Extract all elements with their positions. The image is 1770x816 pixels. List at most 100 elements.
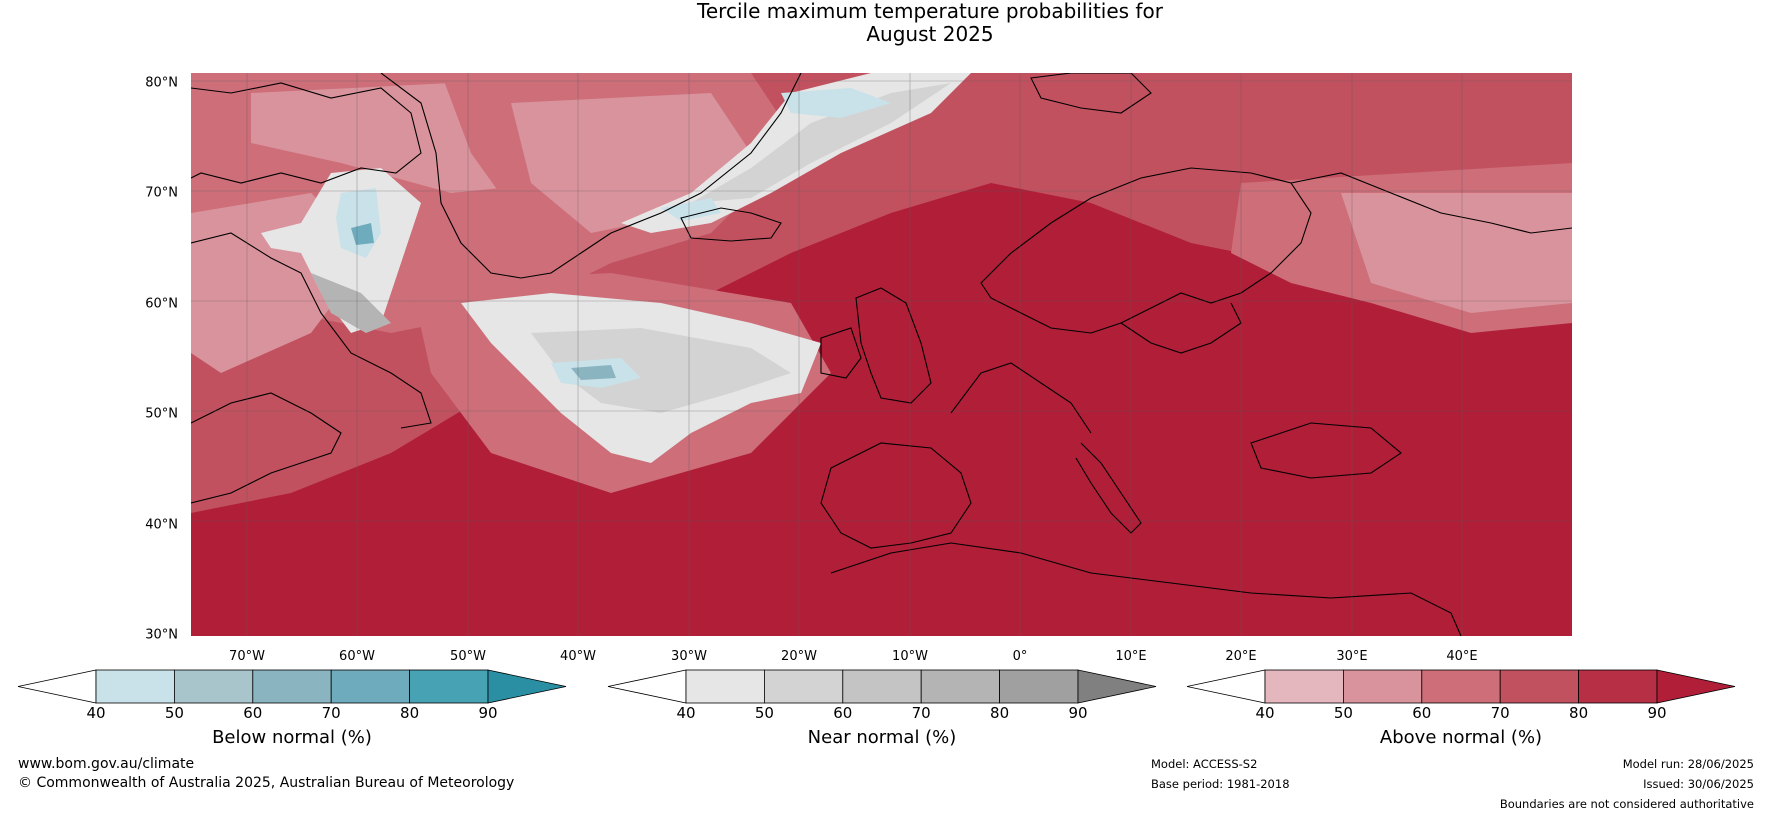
lon-label-10e: 10°E xyxy=(1115,649,1147,664)
website-text: www.bom.gov.au/climate xyxy=(18,756,195,772)
coastlines xyxy=(191,73,1572,636)
near-colorbar-segment xyxy=(920,669,1001,704)
above-colorbar-tick: 80 xyxy=(1569,704,1589,722)
below-colorbar-right-extension xyxy=(487,669,567,704)
near-colorbar-left-extension xyxy=(607,669,687,704)
near-colorbar-right-extension xyxy=(1077,669,1157,704)
above-colorbar-tick: 90 xyxy=(1647,704,1667,722)
near-colorbar-tick: 40 xyxy=(676,704,696,722)
region-iceland-below xyxy=(661,198,721,221)
colorbars xyxy=(17,669,1736,704)
below-colorbar-segment xyxy=(95,669,175,704)
lat-label-30n: 30°N xyxy=(145,627,178,643)
disclaimer-text: Boundaries are not considered authoritat… xyxy=(1499,797,1754,811)
near-colorbar-tick: 90 xyxy=(1068,704,1088,722)
lon-label-60w: 60°W xyxy=(339,649,375,664)
region-newfoundland-below-mid xyxy=(571,365,616,380)
coast-scandinavia xyxy=(980,167,1312,334)
coast-ireland xyxy=(820,327,862,379)
coast-nova-scotia xyxy=(191,392,342,504)
above-colorbar-tick: 60 xyxy=(1412,704,1432,722)
coast-baltic xyxy=(1120,302,1242,354)
below-colorbar-left-extension xyxy=(17,669,97,704)
region-denmark-strait-near-mid xyxy=(691,83,951,203)
near-colorbar-tick: 60 xyxy=(833,704,853,722)
above-colorbar-right-extension xyxy=(1656,669,1736,704)
lat-label-80n: 80°N xyxy=(145,75,178,91)
chart-title: Tercile maximum temperature probabilitie… xyxy=(0,0,1770,46)
below-colorbar-segment xyxy=(173,669,254,704)
above-colorbar-left-extension xyxy=(1186,669,1266,704)
model-text: Model: ACCESS-S2 xyxy=(1151,757,1258,771)
coast-italy xyxy=(1075,442,1142,534)
below-colorbar-tick: 40 xyxy=(86,704,106,722)
lon-label-40e: 40°E xyxy=(1446,649,1478,664)
above-colorbar-label: Above normal (%) xyxy=(1379,727,1543,748)
near-colorbar-tick: 80 xyxy=(990,704,1010,722)
coast-iberia xyxy=(820,442,972,549)
above-colorbar-segment xyxy=(1499,669,1579,704)
lon-label-10w: 10°W xyxy=(892,649,928,664)
probability-map xyxy=(191,73,1572,636)
near-colorbar-segment xyxy=(764,669,844,704)
coast-russia-north xyxy=(1290,172,1572,234)
coast-north-africa xyxy=(830,542,1462,636)
coast-labrador xyxy=(191,232,432,429)
coast-iceland xyxy=(680,207,782,242)
below-colorbar-segment xyxy=(409,669,489,704)
above-colorbar-tick: 70 xyxy=(1490,704,1510,722)
region-greenland-sea-below xyxy=(781,88,891,118)
near-colorbar-tick: 50 xyxy=(754,704,774,722)
coast-canada-north xyxy=(191,82,422,184)
map-svg xyxy=(191,73,1572,636)
issued-text: Issued: 30/06/2025 xyxy=(1643,777,1754,791)
graticule xyxy=(191,73,1572,636)
coast-greenland-west xyxy=(380,73,612,279)
title-line-1: Tercile maximum temperature probabilitie… xyxy=(697,0,1163,23)
coast-europe-west xyxy=(950,362,1092,434)
near-colorbar-segment xyxy=(842,669,922,704)
region-labrador-near-mid xyxy=(311,273,391,333)
region-newfoundland-near-mid xyxy=(531,328,791,413)
copyright-text: © Commonwealth of Australia 2025, Austra… xyxy=(18,775,515,791)
below-colorbar-segment xyxy=(330,669,411,704)
coast-black-sea xyxy=(1250,422,1402,479)
lon-label-0: 0° xyxy=(1012,649,1028,664)
lon-label-20w: 20°W xyxy=(781,649,817,664)
below-colorbar-segment xyxy=(252,669,332,704)
lon-label-30e: 30°E xyxy=(1336,649,1368,664)
model-run-text: Model run: 28/06/2025 xyxy=(1622,757,1754,771)
below-colorbar-tick: 80 xyxy=(400,704,420,722)
near-colorbar-label: Near normal (%) xyxy=(807,727,957,748)
region-russia-lighter xyxy=(1341,193,1572,313)
above-colorbar-tick: 50 xyxy=(1333,704,1353,722)
above-colorbar-segment xyxy=(1578,669,1658,704)
above-colorbar-segment xyxy=(1264,669,1344,704)
below-colorbar-tick: 60 xyxy=(243,704,263,722)
below-colorbar-label: Below normal (%) xyxy=(212,727,372,748)
lon-label-30w: 30°W xyxy=(671,649,707,664)
base-period-text: Base period: 1981-2018 xyxy=(1151,777,1290,791)
near-colorbar-tick: 70 xyxy=(911,704,931,722)
lat-label-40n: 40°N xyxy=(145,517,178,533)
lon-label-50w: 50°W xyxy=(450,649,486,664)
coast-britain xyxy=(855,287,932,404)
above-colorbar-segment xyxy=(1421,669,1501,704)
coast-greenland-east xyxy=(610,73,802,234)
below-colorbar-tick: 70 xyxy=(321,704,341,722)
lat-label-50n: 50°N xyxy=(145,406,178,422)
lon-label-40w: 40°W xyxy=(560,649,596,664)
below-colorbar-tick: 90 xyxy=(478,704,498,722)
near-colorbar-segment xyxy=(685,669,765,704)
near-colorbar-segment xyxy=(999,669,1079,704)
region-labrador-near xyxy=(261,168,421,333)
lat-label-70n: 70°N xyxy=(145,185,178,201)
lat-label-60n: 60°N xyxy=(145,296,178,312)
coast-svalbard xyxy=(1030,73,1152,114)
title-line-2: August 2025 xyxy=(866,22,994,46)
above-colorbar-segment xyxy=(1343,669,1423,704)
above-colorbar-tick: 40 xyxy=(1255,704,1275,722)
below-colorbar-tick: 50 xyxy=(164,704,184,722)
lon-label-20e: 20°E xyxy=(1225,649,1257,664)
lon-label-70w: 70°W xyxy=(229,649,265,664)
